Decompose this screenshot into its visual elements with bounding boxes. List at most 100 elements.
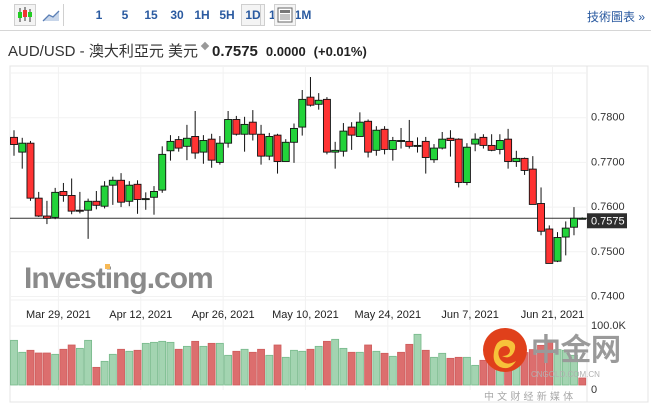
cngold-tagline: 中 文 财 经 新 媒 体 [484,390,573,403]
candle-body [322,98,331,153]
volume-bar [438,352,447,386]
candle [18,137,27,169]
candle-body [125,184,134,202]
volume-bar [224,354,233,386]
candle [372,126,381,156]
candle [67,178,76,215]
candle-body [59,191,68,196]
volume-bar [446,357,455,386]
candle [199,135,208,164]
technical-chart-link[interactable]: 技術圖表 » [586,10,645,24]
candle-body [92,200,101,206]
interval-15[interactable]: 15 [144,8,158,22]
volume-bar [281,356,290,386]
interval-1h[interactable]: 1H [194,8,210,22]
candle [413,137,422,153]
candle-body [421,140,430,158]
volume-bar [18,351,27,386]
volume-bar [339,347,348,386]
candle-body [42,215,51,219]
cngold-domain: CNGOLD.COM.CN [531,370,600,379]
y-axis-label: 0.7500 [591,246,625,258]
volume-bar [59,348,68,386]
candle-body [578,217,587,220]
current-price-label: 0.7575 [591,215,625,227]
x-axis-label: May 24, 2021 [354,309,421,321]
interval-1[interactable]: 1 [95,8,103,22]
interval-1d[interactable]: 1D [241,4,265,26]
candle-body [281,141,290,162]
candle [117,173,126,208]
candle [314,93,323,110]
candle [380,126,389,155]
volume-bar [257,348,265,386]
candle [108,176,117,205]
candle-body [166,140,175,152]
volume-bar [578,377,587,386]
instrument-header: AUD/USD - 澳大利亞元 美元 0.7575 0.0000 (+0.01%) [8,40,367,61]
volume-bar [141,342,150,386]
volume-bar [265,354,274,386]
candle [355,112,364,137]
volume-bar [125,350,134,386]
candle-body [117,179,126,203]
price-change: 0.0000 [265,44,306,59]
candle-body [100,185,109,207]
candle-body [545,228,554,264]
candle-body [265,136,274,157]
candle [158,146,167,193]
volume-bar [199,345,208,386]
candle-body [438,138,447,149]
candle [438,132,447,150]
candlestick-icon[interactable] [14,4,36,26]
candle [215,136,224,165]
candle [495,134,504,155]
candle [421,136,430,174]
candle-body [158,153,167,191]
candle-body [372,129,381,151]
x-axis-label: Jun 21, 2021 [521,309,585,321]
candle-body [479,136,488,146]
candle [512,150,521,167]
last-price: 0.7575 [212,43,258,60]
candle-body [141,198,150,201]
candle [125,181,134,207]
volume-bar [323,340,331,386]
volume-bar [215,342,224,386]
candle [306,77,315,107]
volume-bar [454,356,463,386]
line-chart-icon[interactable] [40,4,62,26]
candle-body [10,136,18,145]
volume-bar [463,356,471,386]
interval-5h[interactable]: 5H [219,8,235,22]
cngold-logo-swirl [493,339,516,369]
x-axis-label: Apr 26, 2021 [192,309,255,321]
volume-bar [298,350,307,386]
candle-body [454,138,463,183]
x-axis-label: Apr 12, 2021 [109,309,172,321]
candle [479,134,488,149]
candle [75,191,84,214]
candle [578,217,587,220]
candle [446,130,455,157]
interval-5[interactable]: 5 [121,8,129,22]
news-icon[interactable] [274,4,296,26]
toolbar-divider [63,4,64,26]
candle-body [257,133,265,157]
candle-body [84,200,93,211]
candle [570,207,578,236]
volume-bar [158,340,167,386]
candle-body [570,217,578,228]
volume-bar [174,348,183,386]
volume-bar [240,348,249,386]
volume-bar [183,345,191,386]
volume-bar [570,354,578,386]
candle [339,123,348,157]
candle-body [133,183,142,200]
interval-1m[interactable]: 1M [294,8,312,22]
interval-30[interactable]: 30 [170,8,184,22]
volume-axis-label: 100.0K [591,320,627,332]
volume-bar [479,359,488,386]
candle-body [331,149,340,153]
